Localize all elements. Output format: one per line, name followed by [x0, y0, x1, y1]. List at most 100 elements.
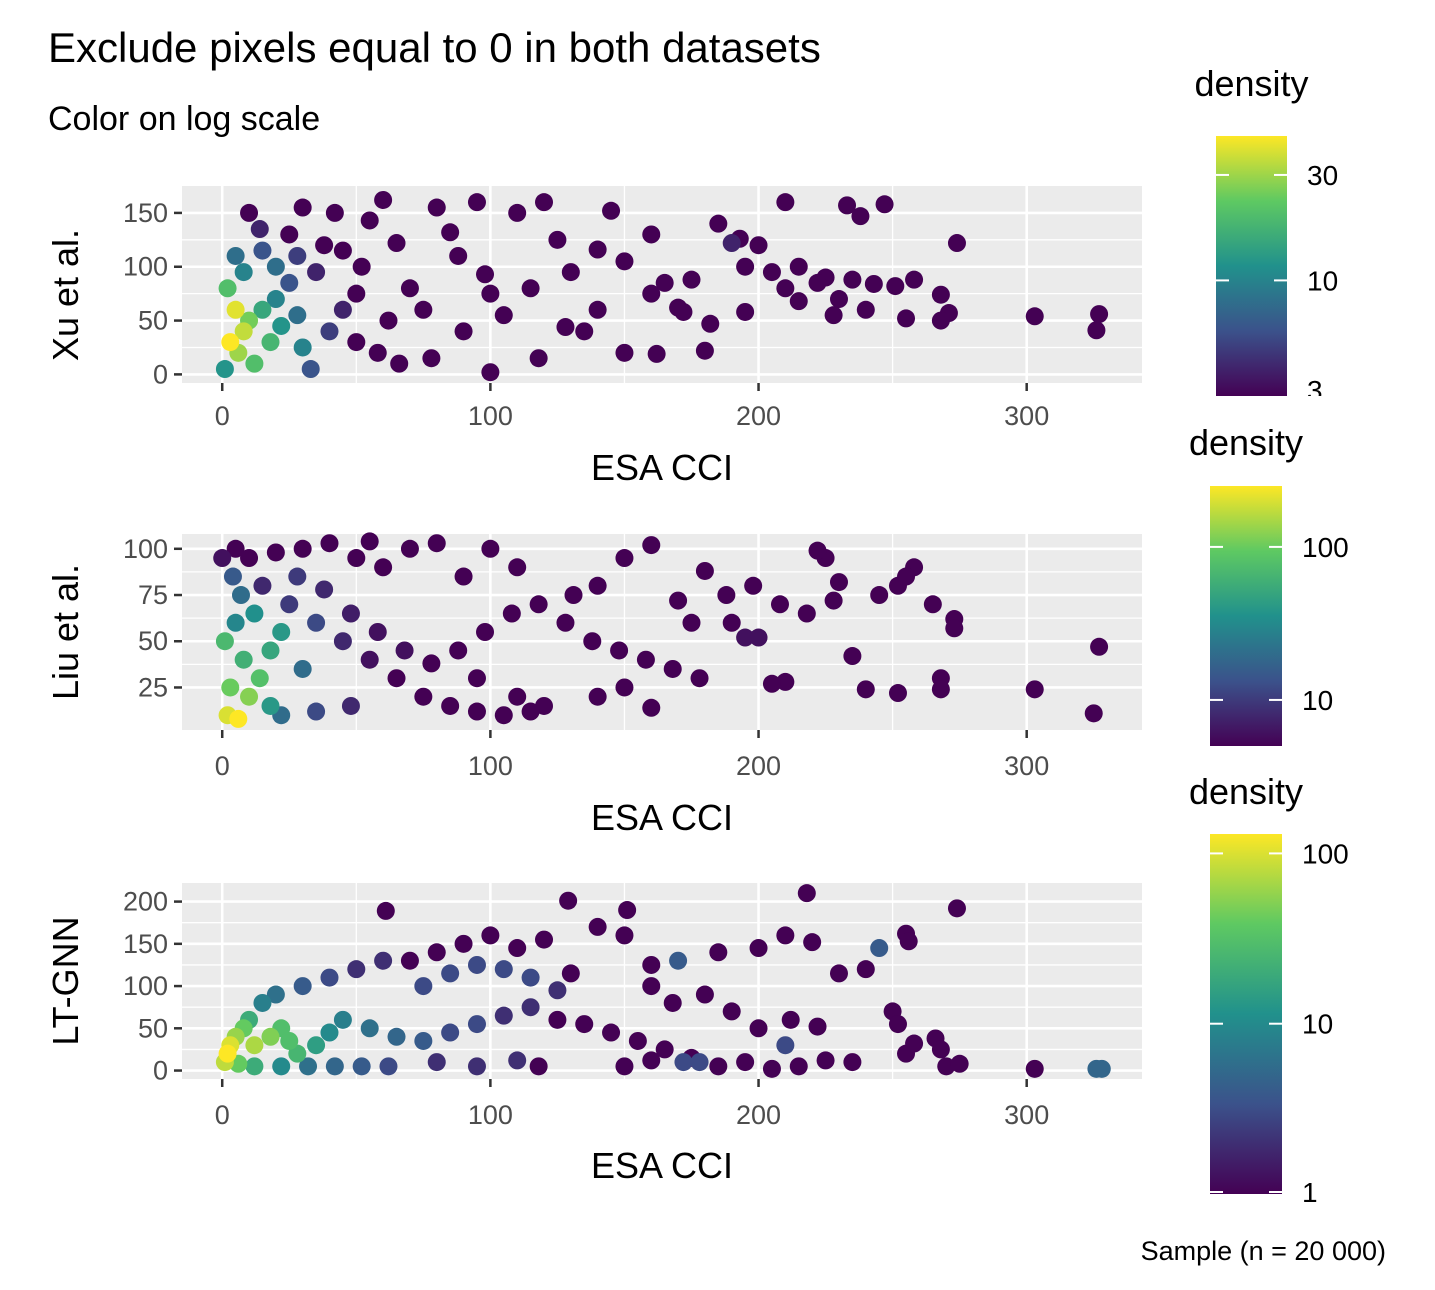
data-point [642, 225, 661, 244]
data-point [674, 1053, 693, 1072]
data-point [797, 604, 816, 623]
data-point [749, 236, 768, 255]
data-point [390, 354, 409, 373]
data-point [548, 981, 567, 1000]
data-point [315, 580, 334, 599]
y-tick-label: 0 [153, 1056, 168, 1086]
data-point [937, 1057, 956, 1076]
data-point [1025, 680, 1044, 699]
data-point [588, 917, 607, 936]
data-point [467, 702, 486, 721]
data-point [615, 926, 634, 945]
data-point [250, 220, 269, 239]
data-point [647, 344, 666, 363]
x-axis-title: ESA CCI [591, 797, 733, 838]
y-tick-label: 100 [123, 971, 168, 1001]
legend-title: density [1194, 63, 1308, 104]
y-axis-title: Xu et al. [45, 229, 86, 361]
chart-subtitle: Color on log scale [48, 100, 320, 138]
data-point [293, 659, 312, 678]
data-point [226, 300, 245, 319]
data-point [320, 534, 339, 553]
x-tick-label: 300 [1004, 1100, 1049, 1130]
data-point [272, 316, 291, 335]
data-point [843, 1053, 862, 1072]
y-tick-label: 75 [138, 580, 168, 610]
data-point [615, 678, 634, 697]
data-point [556, 318, 575, 337]
data-point [347, 284, 366, 303]
data-point [288, 567, 307, 586]
data-point [749, 939, 768, 958]
legend-colorbar [1216, 136, 1287, 396]
data-point [561, 964, 580, 983]
data-point [427, 534, 446, 553]
data-point [829, 573, 848, 592]
data-point [690, 669, 709, 688]
data-point [261, 1027, 280, 1046]
data-point [301, 360, 320, 379]
data-point [1092, 1059, 1111, 1078]
data-point [293, 539, 312, 558]
data-point [360, 650, 379, 669]
y-tick-label: 0 [153, 359, 168, 389]
legend-tick-label: 10 [1302, 1009, 1333, 1040]
data-point [307, 613, 326, 632]
data-point [288, 306, 307, 325]
data-point [521, 279, 540, 298]
data-point [333, 300, 352, 319]
data-point [618, 901, 637, 920]
data-point [467, 1015, 486, 1034]
data-point [272, 623, 291, 641]
data-point [266, 290, 285, 309]
legend-tick-label: 1 [1302, 1177, 1318, 1208]
legend-colorbar [1210, 834, 1282, 1194]
data-point [556, 613, 575, 632]
data-point [467, 955, 486, 974]
data-point [280, 225, 299, 244]
data-point [575, 1015, 594, 1034]
data-point [663, 993, 682, 1012]
data-point [368, 623, 387, 641]
data-point [234, 263, 253, 282]
y-tick-label: 25 [138, 672, 168, 702]
data-point [583, 632, 602, 651]
chart-title: Exclude pixels equal to 0 in both datase… [48, 24, 821, 71]
data-point [481, 363, 500, 382]
data-point [379, 1057, 398, 1076]
data-point [441, 223, 460, 242]
data-point [856, 960, 875, 979]
data-point [722, 234, 741, 253]
legend-tick-label: 10 [1307, 265, 1338, 296]
color-legend: density 1 10 100 [1189, 771, 1349, 1208]
legend-title: density [1189, 771, 1303, 812]
data-point [414, 687, 433, 706]
data-point [655, 273, 674, 292]
data-point [508, 558, 527, 577]
data-point [261, 641, 280, 660]
data-point [931, 680, 950, 699]
data-point [494, 706, 513, 725]
gridlines [182, 883, 1142, 1079]
data-point [947, 234, 966, 253]
data-point [467, 1057, 486, 1076]
data-point [615, 549, 634, 568]
data-point [229, 709, 248, 728]
data-point [414, 1031, 433, 1050]
data-point [923, 595, 942, 614]
data-point [931, 285, 950, 304]
x-tick-label: 200 [736, 1100, 781, 1130]
legend-tick-label: 100 [1302, 532, 1349, 563]
x-tick-label: 200 [736, 401, 781, 431]
data-point [333, 1010, 352, 1029]
data-point [529, 595, 548, 614]
data-point [347, 549, 366, 568]
data-point [360, 1019, 379, 1038]
data-point [824, 306, 843, 325]
data-point [736, 257, 755, 276]
data-point [1084, 704, 1103, 723]
data-point [695, 561, 714, 580]
data-point [886, 277, 905, 296]
data-point [266, 543, 285, 562]
data-point [838, 196, 857, 215]
